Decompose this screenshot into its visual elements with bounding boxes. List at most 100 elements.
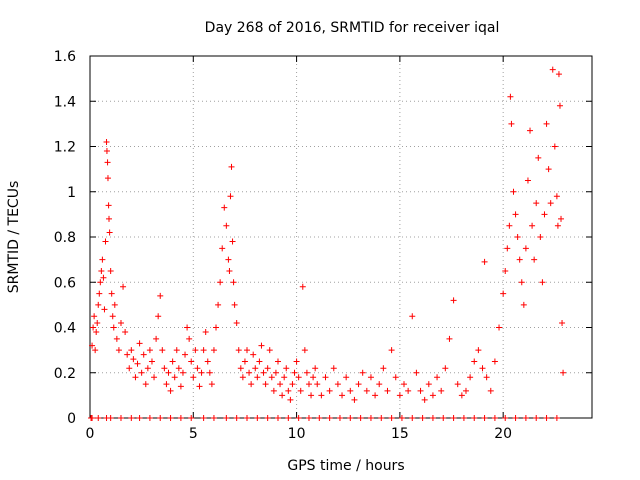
- data-point: [543, 120, 550, 127]
- data-point: [467, 374, 474, 381]
- data-point: [188, 358, 195, 365]
- data-point: [95, 415, 102, 421]
- data-point: [136, 415, 143, 421]
- data-point: [200, 415, 207, 421]
- data-point: [279, 392, 286, 399]
- data-point: [336, 415, 343, 421]
- data-point: [196, 383, 203, 390]
- data-point: [136, 340, 143, 347]
- data-point: [553, 415, 560, 421]
- y-tick-label: 1: [67, 185, 76, 201]
- data-point: [256, 358, 263, 365]
- data-point: [90, 324, 97, 331]
- series-SRMTID: [89, 66, 567, 403]
- data-point: [558, 215, 565, 222]
- data-point: [194, 365, 201, 372]
- data-point: [167, 415, 174, 421]
- data-point: [115, 347, 122, 354]
- data-point: [392, 374, 399, 381]
- data-point: [440, 415, 447, 421]
- data-point: [508, 120, 515, 127]
- data-point: [533, 200, 540, 207]
- data-point: [481, 415, 488, 421]
- data-point: [388, 347, 395, 354]
- data-point: [539, 279, 546, 286]
- data-point: [376, 381, 383, 388]
- data-point: [248, 381, 255, 388]
- data-point: [230, 279, 237, 286]
- data-point: [204, 358, 211, 365]
- data-point: [560, 369, 567, 376]
- data-point: [108, 290, 115, 297]
- data-point: [506, 222, 513, 229]
- data-point: [429, 415, 436, 421]
- data-point: [357, 415, 364, 421]
- data-point: [363, 387, 370, 394]
- data-point: [334, 381, 341, 388]
- data-point: [184, 324, 191, 331]
- data-point: [264, 415, 271, 421]
- data-point: [117, 319, 124, 326]
- data-point: [514, 234, 521, 240]
- data-point: [200, 347, 207, 354]
- data-point: [372, 392, 379, 399]
- data-point: [549, 66, 556, 73]
- data-point: [310, 374, 317, 381]
- data-point: [531, 256, 538, 263]
- data-point: [388, 415, 395, 421]
- data-point: [289, 381, 296, 388]
- data-point: [527, 127, 534, 134]
- data-point: [225, 256, 232, 263]
- data-point: [101, 306, 108, 313]
- data-point: [462, 387, 469, 394]
- data-point: [291, 369, 298, 376]
- data-point: [192, 347, 199, 354]
- data-point: [487, 387, 494, 394]
- data-point: [233, 319, 240, 326]
- data-point: [281, 374, 288, 381]
- data-point: [144, 365, 151, 372]
- data-point: [347, 415, 354, 421]
- data-point: [446, 335, 453, 342]
- data-point: [89, 342, 96, 349]
- data-point: [134, 360, 141, 367]
- data-point: [202, 329, 209, 336]
- data-point: [293, 358, 300, 365]
- data-point: [103, 148, 110, 155]
- data-point: [522, 415, 529, 421]
- y-axis-label: SRMTID / TECUs: [6, 181, 22, 294]
- data-point: [367, 415, 374, 421]
- data-point: [496, 324, 503, 331]
- data-point: [343, 374, 350, 381]
- data-point: [283, 365, 290, 372]
- data-point: [146, 415, 153, 421]
- data-point: [138, 369, 145, 376]
- y-tick-label: 1.2: [54, 140, 76, 156]
- data-point: [244, 415, 251, 421]
- data-point: [537, 234, 544, 240]
- data-point: [547, 200, 554, 207]
- data-point: [105, 202, 112, 209]
- x-tick-label: 5: [189, 426, 198, 442]
- data-point: [92, 347, 99, 354]
- data-point: [425, 381, 432, 388]
- data-point: [167, 387, 174, 394]
- data-point: [421, 396, 428, 403]
- data-point: [97, 279, 104, 286]
- data-point: [177, 415, 184, 421]
- data-point: [295, 374, 302, 381]
- data-point: [109, 313, 116, 320]
- data-point: [460, 415, 467, 421]
- data-point: [206, 369, 213, 376]
- data-point: [221, 204, 228, 211]
- data-point: [318, 392, 325, 399]
- data-point: [252, 365, 259, 372]
- data-point: [223, 222, 230, 229]
- data-point: [500, 290, 507, 297]
- data-point: [264, 365, 271, 372]
- data-point: [113, 335, 120, 342]
- data-point: [157, 292, 164, 299]
- data-point: [522, 245, 529, 252]
- data-point: [179, 369, 186, 376]
